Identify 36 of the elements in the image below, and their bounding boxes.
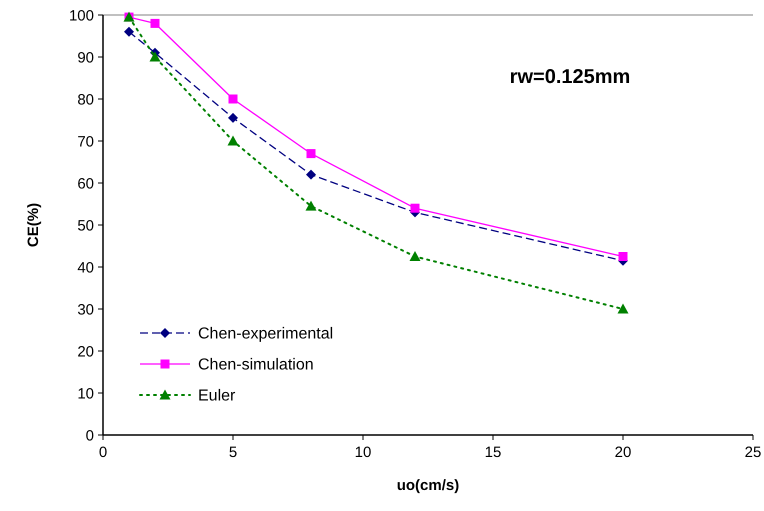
x-tick-label: 25 (744, 444, 762, 461)
y-tick-label: 60 (77, 175, 94, 192)
point (306, 200, 316, 211)
point (150, 52, 160, 62)
x-tick-label: 0 (98, 444, 108, 461)
point (618, 304, 628, 314)
point (228, 94, 238, 104)
point (410, 204, 420, 213)
legend-label: Chen-experimental (198, 326, 334, 343)
y-tick-label: 90 (77, 49, 94, 66)
y-tick-label: 70 (77, 133, 94, 150)
point (228, 112, 238, 123)
x-tick-label: 10 (354, 444, 372, 461)
y-tick-label: 80 (77, 91, 94, 108)
x-tick-label: 5 (228, 444, 238, 461)
point (306, 170, 316, 180)
legend-label: Euler (198, 388, 236, 405)
x-tick-label: 15 (484, 444, 502, 461)
point (150, 18, 160, 28)
point (618, 252, 628, 261)
y-tick-label: 0 (86, 427, 94, 444)
x-tick-label: 20 (614, 444, 632, 461)
y-tick-label: 40 (77, 259, 94, 276)
point (306, 149, 316, 158)
y-axis-title: CE(%) (25, 202, 42, 248)
y-tick-label: 100 (68, 7, 94, 24)
point (410, 251, 420, 261)
y-tick-label: 50 (77, 217, 94, 234)
y-tick-label: 10 (77, 385, 94, 402)
point (124, 26, 134, 37)
y-tick-label: 30 (77, 301, 94, 318)
y-tick-label: 20 (77, 343, 94, 360)
point (228, 136, 238, 146)
annotation: rw=0.125mm (510, 66, 630, 88)
legend-label: Chen-simulation (198, 356, 314, 374)
x-axis-title: uo(cm/s) (396, 477, 460, 494)
